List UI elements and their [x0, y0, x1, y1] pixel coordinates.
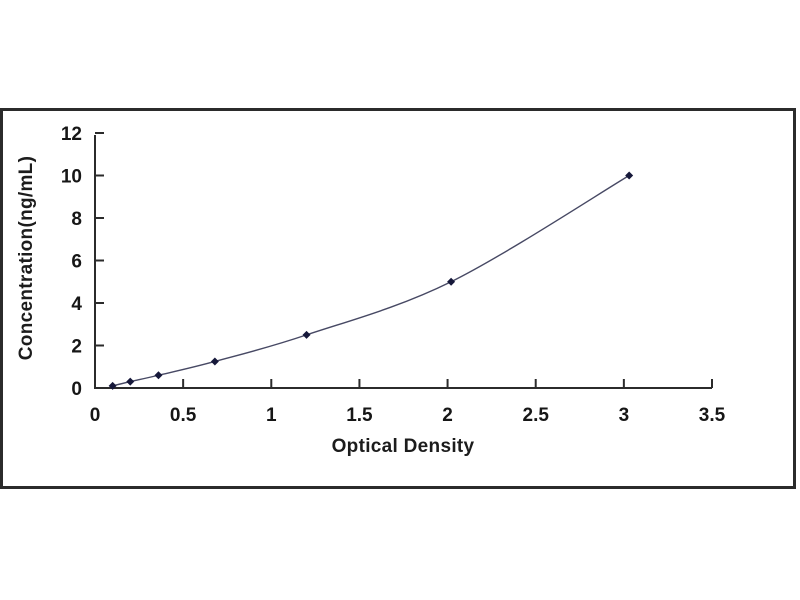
y-tick-label: 6: [71, 252, 82, 273]
x-tick-label: 1: [266, 405, 277, 426]
y-tick-label: 8: [71, 209, 82, 230]
x-tick-label: 2: [442, 405, 453, 426]
data-point-marker: [625, 171, 634, 180]
data-point-marker: [108, 381, 117, 390]
y-tick-label: 12: [61, 124, 82, 145]
y-tick-label: 2: [71, 337, 82, 358]
data-point-marker: [447, 277, 456, 286]
x-tick-label: 3.5: [699, 405, 726, 426]
data-point-marker: [210, 357, 219, 366]
data-point-marker: [154, 371, 163, 380]
axis-lines: [94, 135, 712, 389]
data-point-marker: [302, 330, 311, 339]
x-tick-label: 0.5: [170, 405, 197, 426]
y-tick-label: 4: [71, 294, 82, 315]
curve-line: [112, 174, 630, 387]
x-tick-label: 1.5: [346, 405, 373, 426]
x-tick-label: 2.5: [523, 405, 550, 426]
x-tick-label: 3: [619, 405, 630, 426]
x-tick-label: 0: [90, 405, 101, 426]
y-axis-title: Concentration(ng/mL): [16, 155, 37, 361]
figure-frame: [0, 108, 796, 489]
y-tick-label: 0: [71, 379, 82, 400]
data-point-marker: [126, 377, 135, 386]
x-axis-title: Optical Density: [331, 436, 475, 457]
y-tick-label: 10: [61, 167, 82, 188]
